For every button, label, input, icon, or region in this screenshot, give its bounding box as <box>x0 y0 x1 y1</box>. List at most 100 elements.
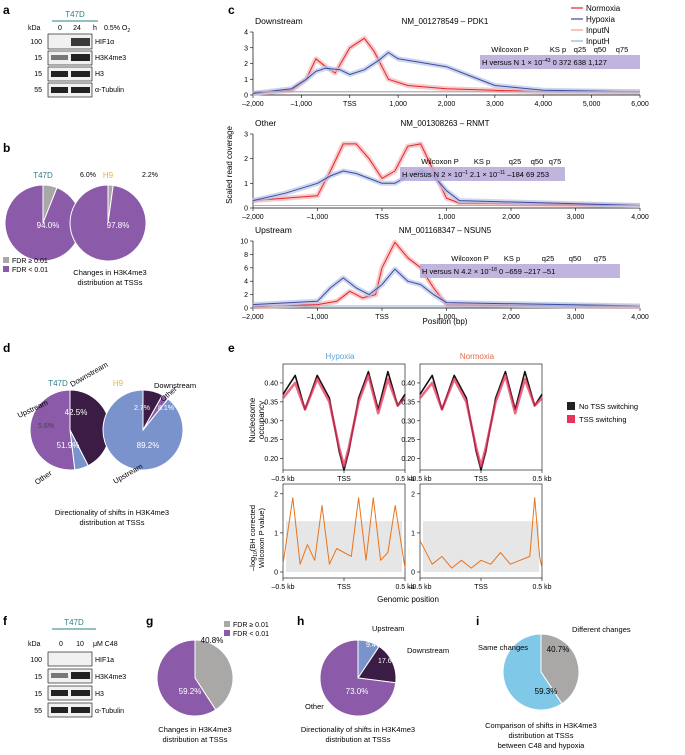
c-stats-header: q50 <box>594 45 607 54</box>
panel-a-time-24: 24 <box>73 25 81 32</box>
blot-tubulin-band-0 <box>51 87 68 93</box>
pie-slice-other <box>29 389 76 471</box>
pie-h-downstream-name: Downstream <box>407 646 449 655</box>
pie-b-t47d <box>4 184 82 262</box>
c-xtick-label: 6,000 <box>631 101 649 108</box>
e-plot-normoxia: 0.20 0.25 0.30 0.35 0.40 0 1 2 –0.5 kb TSS 0.5 kb –… <box>401 363 552 591</box>
e-ytick-label: 0.40 <box>264 380 278 387</box>
panel-d-title-h9: H9 <box>113 379 124 388</box>
c-ytick-label: 1 <box>244 181 248 188</box>
panel-a: a T47D kDa 0 24 h 0.5% O2 100 15 15 55 H… <box>3 3 130 98</box>
blot-h3 <box>47 66 93 82</box>
e-xtick-label-top: TSS <box>337 476 351 483</box>
panel-b: b T47D H9 6.0% 94.0% 2.2% 97.8% FDR ≥ 0.… <box>3 141 158 287</box>
pie-b-t47d-small-label: 6.0% <box>80 172 96 179</box>
panel-e-ylabel-top-0: Nucleosome <box>248 397 257 442</box>
e-ytick-label: 0.35 <box>264 399 278 406</box>
c-xtick-label: 3,000 <box>567 314 585 321</box>
blot-h3-band-0 <box>51 71 68 77</box>
blot-f-hif1a <box>47 651 93 667</box>
panel-b-title-h9: H9 <box>103 171 114 180</box>
panel-f-dose-0: 0 <box>59 641 63 648</box>
panel-c-letter: c <box>228 3 235 17</box>
c-gene-label: NM_001278549 – PDK1 <box>402 17 489 26</box>
pie-slice-downstream <box>357 645 397 684</box>
c-stats-header: KS p <box>550 45 566 54</box>
c-ytick-label: 1 <box>244 77 248 84</box>
c-ytick-label: 10 <box>240 239 248 246</box>
panel-i-caption-0: Comparison of shifts in H3K4me3 <box>485 721 597 730</box>
panel-f-band-tubulin: α-Tubulin <box>95 708 124 715</box>
pie-g <box>156 639 234 717</box>
pie-d-t47d-downstream-name: Downstream <box>69 360 110 389</box>
c-xtick-label: –1,000 <box>307 214 329 221</box>
pie-d-t47d-downstream-pct: 42.5% <box>65 408 88 417</box>
pie-b-t47d-large-label: 94.0% <box>37 221 60 230</box>
e-ytick-label: 0.25 <box>264 437 278 444</box>
pie-d-h9 <box>102 389 184 471</box>
c-stats-header: Wilcoxon P <box>421 157 459 166</box>
c-xtick-label: 5,000 <box>583 101 601 108</box>
panel-g-letter: g <box>146 614 153 628</box>
panel-h-letter: h <box>297 614 304 628</box>
e-xtick-label-bottom: 0.5 kb <box>532 584 551 591</box>
pie-h-upstream-pct: 9.4% <box>366 642 382 649</box>
pie-d-h9-upstream-pct: 89.2% <box>137 441 160 450</box>
c-xtick-label: 3,000 <box>486 101 504 108</box>
panel-f-marker-55: 55 <box>34 708 42 715</box>
blot-h3k4me3-band-0 <box>51 55 68 60</box>
panel-f-letter: f <box>3 614 8 628</box>
c-xtick-label: –1,000 <box>307 314 329 321</box>
c-subplot-other: Other NM_001308263 – RNMT 0 1 2 3 –2,000 –1,000… <box>242 118 649 221</box>
e-ytick-label: 2 <box>411 491 415 498</box>
panel-e: e Hypoxia Normoxia 0.200.250.300.350.400… <box>228 341 638 604</box>
legend-e-swatch-0 <box>567 402 575 410</box>
panel-a-marker-15a: 15 <box>34 55 42 62</box>
legend-c-hypoxia: Hypoxia <box>586 15 615 24</box>
panel-e-ylabel-top-1: occupancy <box>257 401 266 439</box>
c-series-normoxia <box>252 143 641 206</box>
c-stats-header: q75 <box>616 45 629 54</box>
blot-h3-band-24 <box>71 71 90 77</box>
blot-f-h3-band-10 <box>71 690 90 696</box>
panel-f-dose-10: 10 <box>76 641 84 648</box>
c-xtick-label: TSS <box>343 101 357 108</box>
e-ytick-label: 0.30 <box>264 418 278 425</box>
c-stats-header: q25 <box>509 157 522 166</box>
c-stats-header: q25 <box>574 45 587 54</box>
e-xtick-label-top: –0.5 kb <box>409 476 432 483</box>
panel-a-letter: a <box>3 3 10 17</box>
e-series-switch <box>418 374 543 468</box>
legend-e-swatch-1 <box>567 415 575 423</box>
panel-f-marker-15a: 15 <box>34 674 42 681</box>
pie-d-t47d-other-name: Other <box>33 468 54 486</box>
pie-h-upstream-name: Upstream <box>372 624 405 633</box>
panel-d-caption-0: Directionality of shifts in H3K4me3 <box>55 508 169 517</box>
panel-d-title-t47d: T47D <box>48 379 68 388</box>
blot-h3k4me3-band-24 <box>71 54 90 61</box>
e-xtick-label-top: –0.5 kb <box>272 476 295 483</box>
c-stats-header: q50 <box>569 254 582 263</box>
blot-f-tubulin-band-10 <box>71 707 90 713</box>
legend-c-normoxia: Normoxia <box>586 4 621 13</box>
pie-b-h9-small-label: 2.2% <box>142 172 158 179</box>
c-xtick-label: 2,000 <box>502 314 520 321</box>
c-stats-header: Wilcoxon P <box>451 254 489 263</box>
panel-d-letter: d <box>3 341 10 355</box>
e-ytick-label: 0.20 <box>401 456 415 463</box>
c-xtick-label: 3,000 <box>567 214 585 221</box>
c-gene-label: NM_001168347 – NSUN5 <box>399 226 492 235</box>
panel-c: c Downstream NM_001278549 – PDK1 0 1 2 3 4 –2,0… <box>225 3 649 326</box>
c-series-hypoxia <box>252 170 641 206</box>
e-xtick-label-top: TSS <box>474 476 488 483</box>
c-xtick-label: 4,000 <box>631 314 649 321</box>
pie-d-h9-downstream-pct: 8.1% <box>158 405 174 412</box>
panel-a-kda: kDa <box>28 25 41 32</box>
pie-i-same-name: Same changes <box>478 643 528 652</box>
c-xtick-label: –2,000 <box>242 314 264 321</box>
pie-h <box>319 639 397 717</box>
e-pvalue-series <box>419 497 543 569</box>
panel-f-kda: kDa <box>28 641 41 648</box>
